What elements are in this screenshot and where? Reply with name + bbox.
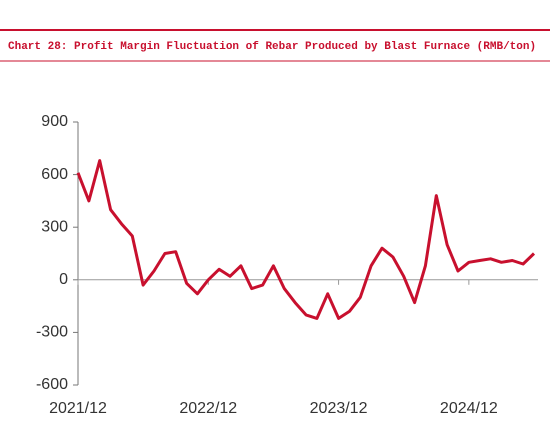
- chart-title: Chart 28: Profit Margin Fluctuation of R…: [8, 41, 536, 53]
- y-tick-label: -600: [36, 376, 68, 393]
- x-tick-label: 2023/12: [310, 400, 368, 417]
- y-tick-label: -300: [36, 324, 68, 341]
- x-tick-label: 2021/12: [49, 400, 107, 417]
- data-line: [76, 159, 536, 320]
- y-tick-label: 0: [59, 271, 68, 288]
- y-tick-label: 300: [41, 218, 68, 235]
- y-tick-label: 900: [41, 113, 68, 130]
- y-tick-label: 600: [41, 166, 68, 183]
- x-tick-label: 2022/12: [179, 400, 237, 417]
- x-tick-label: 2024/12: [440, 400, 498, 417]
